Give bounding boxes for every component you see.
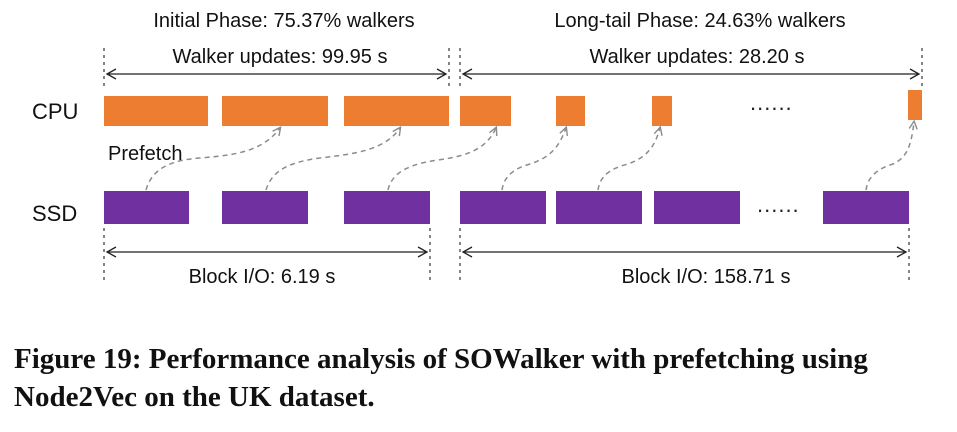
- cpu-block-5: [556, 96, 585, 126]
- ssd-ellipsis: ......: [757, 192, 800, 217]
- cpu-ellipsis: ......: [750, 90, 793, 115]
- longtail-block-io-label: Block I/O: 158.71 s: [622, 266, 791, 288]
- cpu-block-1: [104, 96, 208, 126]
- cpu-blocks: [104, 90, 922, 126]
- prefetch-arrow-5: [597, 128, 660, 191]
- cpu-block-6: [652, 96, 672, 126]
- cpu-row-label: CPU: [32, 99, 78, 124]
- ssd-row-label: SSD: [32, 201, 77, 226]
- cpu-block-4: [460, 96, 511, 126]
- prefetch-arrow-1: [145, 128, 280, 191]
- ssd-block-4: [460, 191, 546, 224]
- ssd-block-3: [344, 191, 430, 224]
- longtail-phase-title: Long-tail Phase: 24.63% walkers: [554, 10, 845, 32]
- ssd-block-2: [222, 191, 308, 224]
- longtail-walker-updates-label: Walker updates: 28.20 s: [590, 46, 805, 68]
- ssd-block-5: [556, 191, 642, 224]
- cpu-block-3: [344, 96, 449, 126]
- cpu-block-2: [222, 96, 328, 126]
- prefetch-arrow-2: [265, 128, 400, 191]
- ssd-block-1: [104, 191, 189, 224]
- initial-walker-updates-label: Walker updates: 99.95 s: [173, 46, 388, 68]
- ssd-block-7: [823, 191, 909, 224]
- phase-boundaries: [103, 48, 923, 282]
- ssd-blocks: [104, 191, 909, 224]
- initial-phase-title: Initial Phase: 75.37% walkers: [153, 10, 414, 32]
- prefetch-label: Prefetch: [108, 143, 182, 165]
- figure-caption: Figure 19: Performance analysis of SOWal…: [14, 343, 868, 413]
- prefetch-arrow-4: [501, 128, 566, 191]
- ssd-block-6: [654, 191, 740, 224]
- performance-timeline-diagram: Initial Phase: 75.37% walkers Long-tail …: [32, 10, 923, 288]
- cpu-block-7: [908, 90, 922, 120]
- prefetch-arrow-6: [865, 122, 914, 191]
- prefetch-arrows: [145, 122, 914, 191]
- initial-block-io-label: Block I/O: 6.19 s: [189, 266, 336, 288]
- prefetch-arrow-3: [387, 128, 496, 191]
